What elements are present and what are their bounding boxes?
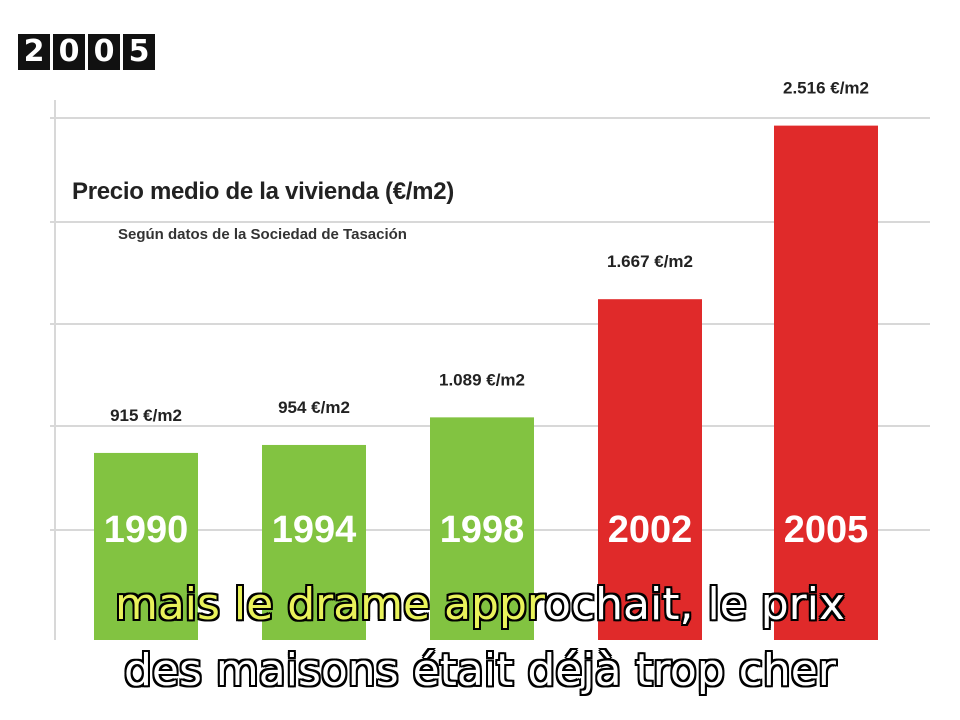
data-label: 1.667 €/m2 <box>607 252 693 271</box>
chart-title: Precio medio de la vivienda (€/m2) <box>72 178 454 205</box>
subtitle-line-1: mais le drame approchait, le prix <box>0 578 960 632</box>
year-digit: 2 <box>18 34 50 70</box>
data-label: 1.089 €/m2 <box>439 370 525 389</box>
data-label: 915 €/m2 <box>110 406 182 425</box>
year-badge: 2 0 0 5 <box>18 34 155 70</box>
category-label: 2002 <box>608 509 693 551</box>
category-label: 1990 <box>104 509 189 551</box>
bar-2002 <box>598 299 702 640</box>
bar-1994 <box>262 444 366 640</box>
category-label: 1998 <box>440 509 525 551</box>
year-digit: 5 <box>123 34 155 70</box>
bar-2005 <box>774 125 878 640</box>
data-label: 954 €/m2 <box>278 398 350 417</box>
subtitle-rest: ochait, le prix <box>544 579 846 630</box>
subtitle-highlight: mais le drame appr <box>114 579 545 630</box>
bar-1998 <box>430 417 534 640</box>
subtitle-line-2: des maisons était déjà trop cher <box>124 645 836 696</box>
category-label: 2005 <box>784 509 869 551</box>
chart-subtitle: Según datos de la Sociedad de Tasación <box>118 226 407 243</box>
year-digit: 0 <box>53 34 85 70</box>
category-label: 1994 <box>272 509 357 551</box>
bar-1990 <box>94 452 198 640</box>
year-digit: 0 <box>88 34 120 70</box>
data-label: 2.516 €/m2 <box>783 79 869 98</box>
